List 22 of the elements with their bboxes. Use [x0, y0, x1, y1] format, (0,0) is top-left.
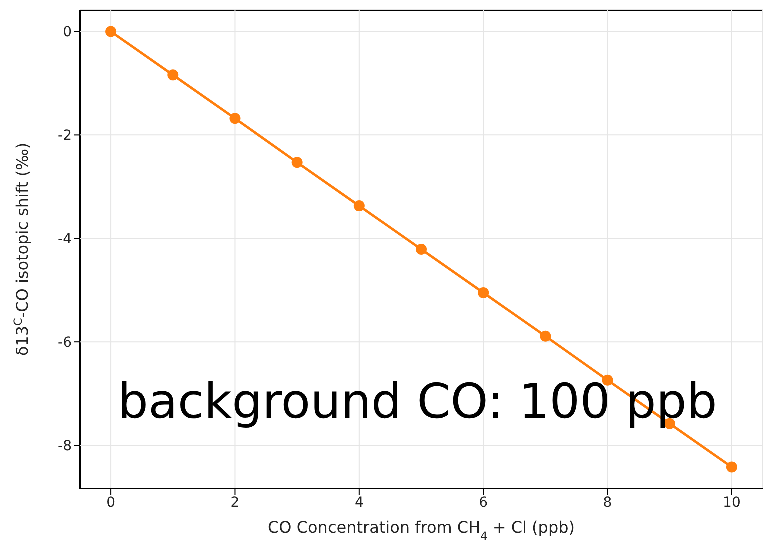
annotation: background CO: 100 ppb [118, 374, 718, 430]
y-tick-label: -6 [58, 335, 72, 352]
y-tick-label: -8 [58, 438, 72, 455]
y-tick-label: 0 [63, 24, 72, 41]
point [106, 26, 117, 38]
x-tick-label: 2 [230, 494, 240, 511]
point [478, 287, 490, 298]
point [354, 200, 365, 212]
point [230, 113, 241, 124]
point [292, 157, 303, 168]
x-tick-label: 6 [479, 494, 488, 511]
x-tick-label: 4 [354, 494, 364, 511]
point [726, 462, 738, 473]
x-tick-label: 0 [106, 494, 116, 511]
x-axis-title: CO Concentration from CH$_{4}$ + Cl (ppb) [268, 518, 576, 542]
point [416, 244, 427, 255]
y-tick-label: -2 [58, 128, 72, 144]
x-tick-label: 10 [723, 494, 741, 511]
x-tick-label: 8 [603, 494, 612, 511]
point [168, 70, 179, 81]
y-tick-label: -4 [58, 232, 72, 248]
point [540, 330, 552, 342]
